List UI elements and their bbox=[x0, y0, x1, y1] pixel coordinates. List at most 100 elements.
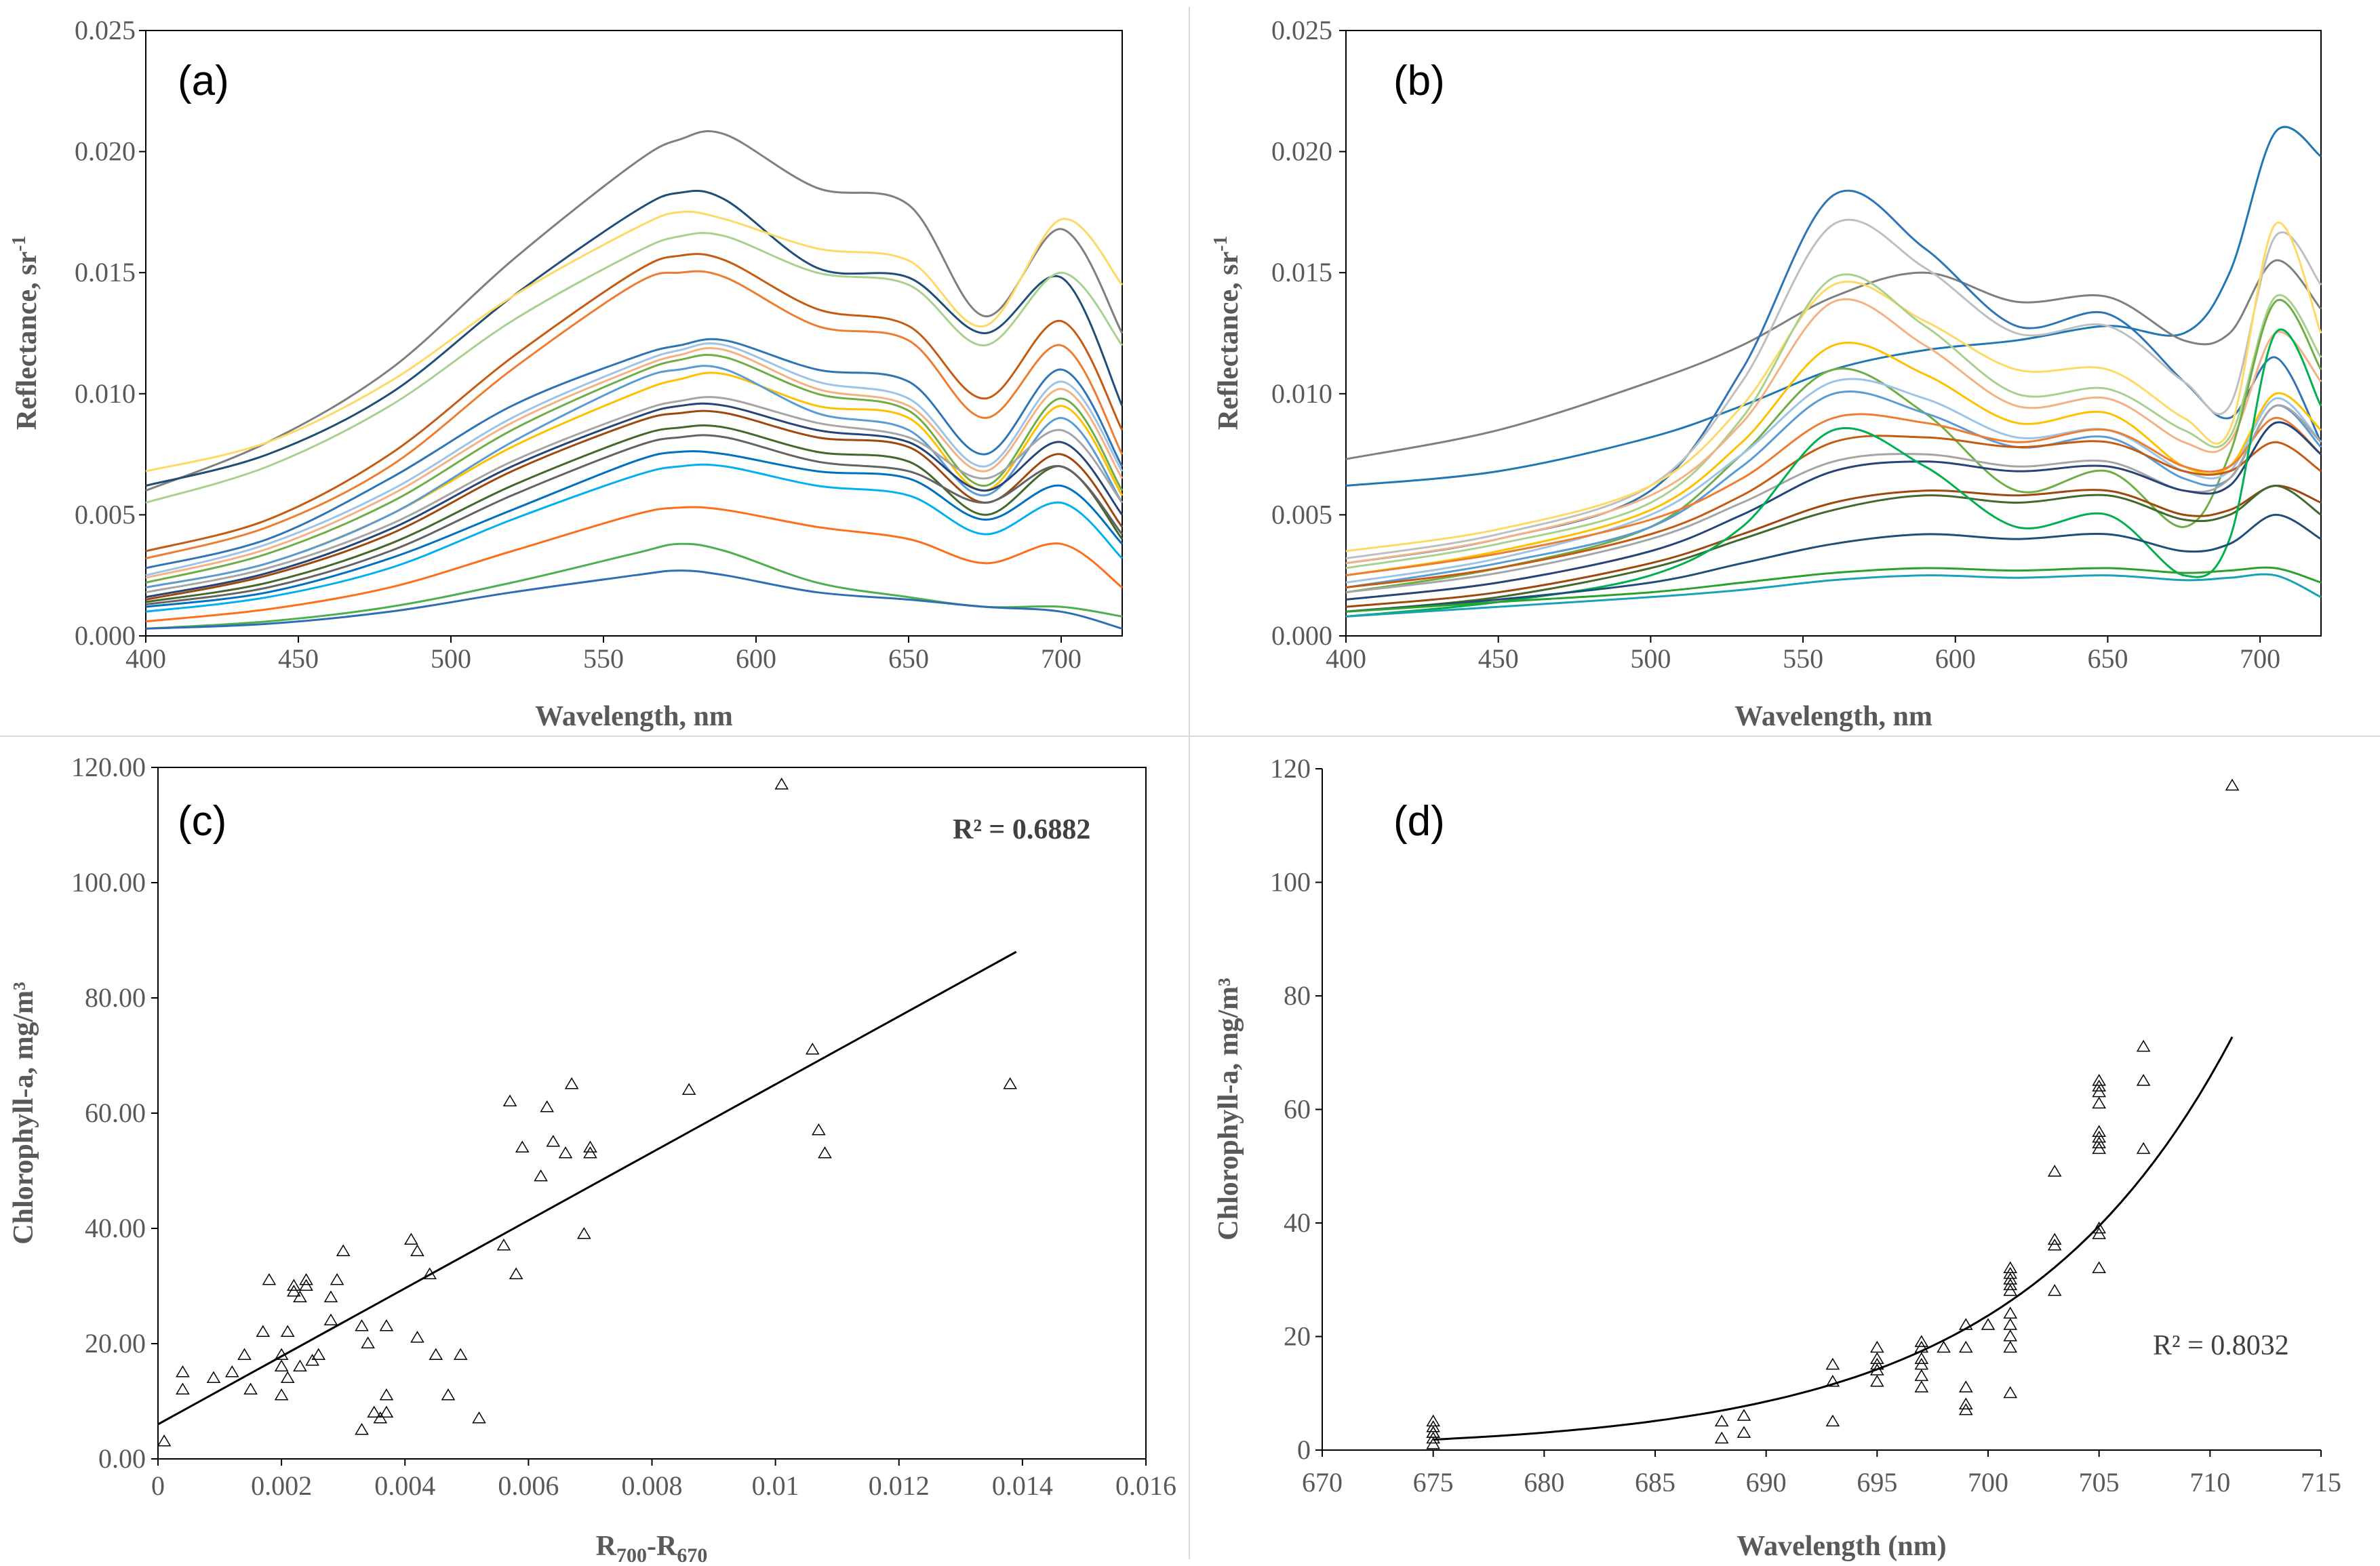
x-tick-label: 400 bbox=[1326, 643, 1366, 674]
data-point bbox=[262, 1273, 277, 1285]
x-tick-label: 700 bbox=[1968, 1467, 2008, 1498]
data-point bbox=[429, 1348, 443, 1361]
panel-b: 400 450 500 550 600 650 700 0.0000.0050.0100.0… bbox=[1210, 15, 2322, 732]
series-line-s2 bbox=[145, 189, 1124, 487]
y-tick-label: 0.000 bbox=[75, 620, 136, 651]
series-line-s8 bbox=[1345, 298, 2322, 594]
panel-label: (a) bbox=[178, 58, 229, 104]
data-point bbox=[1737, 1409, 1751, 1421]
x-tick-label: 550 bbox=[583, 643, 624, 674]
series-line-s7 bbox=[1345, 298, 2322, 565]
x-tick-label: 700 bbox=[2240, 643, 2280, 674]
x-axis-title: Wavelength, nm bbox=[535, 701, 733, 732]
data-point bbox=[1958, 1380, 1973, 1392]
y-tick-label: 60.00 bbox=[85, 1098, 146, 1128]
trendline-group bbox=[157, 950, 1017, 1426]
data-point bbox=[2092, 1261, 2106, 1274]
data-point bbox=[453, 1348, 468, 1361]
data-point bbox=[1914, 1335, 1929, 1347]
data-point bbox=[1981, 1318, 1996, 1330]
data-point bbox=[577, 1227, 591, 1239]
y-axis-title: Reflectance, sr-1 bbox=[9, 236, 43, 430]
x-tick-label: 0.012 bbox=[869, 1470, 930, 1501]
y-tick-label: 0.020 bbox=[75, 136, 136, 167]
y-tick-label: 0.020 bbox=[1271, 136, 1332, 167]
y-axis-title-main: Reflectance, sr bbox=[12, 252, 43, 430]
x-tick-label: 670 bbox=[1302, 1467, 1343, 1498]
data-point bbox=[256, 1325, 271, 1338]
data-point bbox=[311, 1348, 326, 1361]
data-point bbox=[818, 1146, 832, 1159]
data-point bbox=[157, 1434, 172, 1447]
y-tick-label: 60 bbox=[1284, 1094, 1311, 1125]
data-point bbox=[2047, 1232, 2062, 1245]
series-line-s13 bbox=[145, 396, 1124, 594]
x-axis-title: Wavelength, nm bbox=[1734, 701, 1932, 732]
divider-vertical bbox=[1189, 7, 1190, 1559]
panel-d: 670 675 680 685 690 695 700 705 710 715 0 20 40 60 80… bbox=[1213, 753, 2341, 1562]
x-axis-title-mid: -R bbox=[647, 1531, 677, 1562]
data-point bbox=[1914, 1380, 1929, 1392]
data-point bbox=[280, 1371, 295, 1384]
series-line-s19 bbox=[145, 463, 1124, 613]
data-point bbox=[373, 1411, 388, 1424]
y-axis-ticks: 0.00 20.00 40.00 60.00 80.00 100.00 120.00 bbox=[71, 752, 158, 1474]
panel-label: (d) bbox=[1393, 798, 1445, 845]
x-tick-label: 0.002 bbox=[251, 1470, 312, 1501]
data-point bbox=[367, 1405, 382, 1418]
x-tick-label: 500 bbox=[1630, 643, 1671, 674]
y-tick-label: 0.025 bbox=[75, 15, 136, 45]
y-tick-label: 0.025 bbox=[1271, 15, 1332, 45]
y-tick-label: 100 bbox=[1270, 867, 1311, 898]
data-point bbox=[2003, 1340, 2018, 1353]
series-group bbox=[145, 130, 1124, 630]
y-axis-ticks: 0.000 0.005 0.010 0.015 0.020 0.025 bbox=[75, 15, 146, 651]
series-line-s6 bbox=[145, 270, 1124, 560]
data-point bbox=[2136, 1074, 2151, 1086]
x-tick-label: 680 bbox=[1524, 1467, 1564, 1498]
data-point bbox=[2092, 1074, 2106, 1086]
data-point bbox=[534, 1169, 548, 1182]
x-axis-title-r: R bbox=[596, 1531, 617, 1562]
data-point bbox=[2003, 1261, 2018, 1274]
data-point bbox=[410, 1244, 424, 1257]
data-point bbox=[1914, 1352, 1929, 1365]
x-tick-label: 500 bbox=[431, 643, 471, 674]
r-squared-label: R² = 0.8032 bbox=[2153, 1330, 2289, 1361]
data-point bbox=[287, 1279, 301, 1291]
divider-horizontal bbox=[0, 736, 2380, 737]
x-tick-label: 685 bbox=[1635, 1467, 1675, 1498]
data-point bbox=[2003, 1386, 2018, 1399]
data-point bbox=[1737, 1426, 1751, 1438]
panel-label: (c) bbox=[178, 798, 226, 845]
data-point bbox=[812, 1123, 826, 1136]
data-point bbox=[2047, 1165, 2062, 1177]
x-tick-label: 450 bbox=[1478, 643, 1519, 674]
y-axis-title-main: Reflectance, sr bbox=[1213, 252, 1244, 430]
x-tick-label: 0.008 bbox=[622, 1470, 683, 1501]
series-line-s14 bbox=[145, 402, 1124, 599]
data-point bbox=[2092, 1096, 2106, 1109]
data-point bbox=[583, 1146, 597, 1159]
data-point bbox=[774, 778, 789, 790]
data-point bbox=[1825, 1357, 1840, 1370]
x-tick-label: 400 bbox=[125, 643, 166, 674]
series-line-s4 bbox=[1345, 218, 2322, 560]
y-axis-title: Chlorophyll-a, mg/m³ bbox=[8, 982, 39, 1245]
data-point bbox=[564, 1077, 579, 1089]
data-point bbox=[336, 1244, 351, 1257]
data-point bbox=[546, 1135, 561, 1147]
x-tick-label: 705 bbox=[2079, 1467, 2120, 1498]
series-line-s17 bbox=[145, 434, 1124, 606]
series-line-s4 bbox=[145, 232, 1124, 504]
x-axis-title: Wavelength (nm) bbox=[1737, 1531, 1946, 1562]
data-point bbox=[274, 1388, 289, 1401]
data-point bbox=[2047, 1284, 2062, 1296]
y-tick-label: 80.00 bbox=[85, 982, 146, 1013]
data-point bbox=[1714, 1431, 1729, 1444]
series-line-s13 bbox=[1345, 435, 2322, 589]
series-line-s15 bbox=[1345, 421, 2322, 601]
y-tick-label: 0.015 bbox=[75, 257, 136, 287]
series-line-s7 bbox=[145, 338, 1124, 569]
